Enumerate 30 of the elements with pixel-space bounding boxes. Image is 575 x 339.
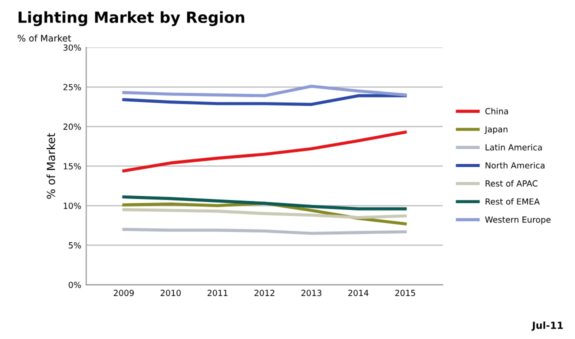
- y-tick-label: 20%: [63, 124, 81, 130]
- y-tick-label: 5%: [68, 242, 81, 248]
- legend-label: Rest of EMEA: [486, 198, 540, 205]
- line-series: [122, 130, 407, 172]
- y-tick-label: 0%: [68, 282, 81, 288]
- legend-label: Western Europe: [485, 216, 551, 224]
- x-tick-label: 2014: [348, 290, 368, 296]
- y-axis-title: % of Market: [46, 133, 56, 199]
- x-tick-label: 2009: [114, 290, 134, 296]
- y-tick-label: 15%: [64, 163, 81, 170]
- legend-label: Latin America: [486, 144, 542, 150]
- y-tick-label: 25%: [63, 84, 81, 90]
- legend-label: Rest of APAC: [486, 180, 538, 187]
- legend-label: China: [485, 108, 508, 114]
- legend-label: Japan: [484, 126, 508, 134]
- line-series: [122, 84, 407, 98]
- x-tick-label: 2010: [160, 290, 181, 296]
- line-series: [122, 208, 407, 220]
- legend-label: North America: [486, 162, 544, 169]
- chart-title: Lighting Market by Region: [18, 11, 244, 26]
- text: Jul-11: [532, 321, 563, 331]
- x-tick-label: 2011: [208, 290, 228, 296]
- line-series: [122, 195, 407, 210]
- line-series: [122, 94, 407, 106]
- y-tick-label: 10%: [64, 202, 81, 209]
- x-tick-label: 2012: [254, 290, 274, 296]
- chart-subtitle: % of Market: [18, 34, 72, 42]
- y-tick-label: 30%: [64, 44, 81, 51]
- x-tick-label: 2015: [395, 290, 416, 296]
- x-tick-label: 2013: [301, 290, 322, 296]
